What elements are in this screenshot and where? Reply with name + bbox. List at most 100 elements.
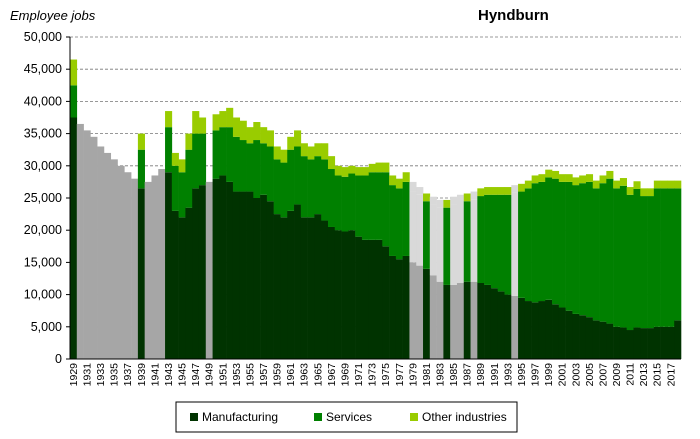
bar-services bbox=[273, 159, 281, 215]
bar-services bbox=[477, 196, 485, 284]
x-tick-label: 1989 bbox=[475, 363, 487, 387]
bar-services bbox=[355, 175, 363, 237]
x-tick-label: 1967 bbox=[326, 363, 338, 387]
bar-services bbox=[185, 149, 193, 208]
bar-other-industries bbox=[307, 146, 315, 160]
bar-manufacturing bbox=[497, 291, 505, 359]
bar-services bbox=[585, 181, 594, 318]
bar-manufacturing bbox=[314, 214, 322, 359]
bar-services bbox=[667, 188, 675, 327]
legend: Manufacturing Services Other industries bbox=[175, 401, 518, 433]
bar-other-industries bbox=[300, 143, 308, 157]
bar-manufacturing bbox=[178, 217, 186, 359]
x-tick-label: 2003 bbox=[570, 363, 582, 387]
bar-other-industries bbox=[463, 193, 471, 202]
x-tick-label: 2005 bbox=[584, 363, 596, 387]
bar-services bbox=[253, 140, 261, 198]
bar-manufacturing bbox=[416, 265, 424, 359]
bar-other-industries bbox=[565, 174, 573, 182]
x-tick-label: 2011 bbox=[625, 363, 637, 386]
bar-other-industries bbox=[327, 156, 336, 170]
bar-manufacturing bbox=[300, 217, 308, 359]
bar-other-industries bbox=[456, 194, 465, 203]
x-tick-label: 1999 bbox=[543, 363, 555, 387]
bar-other-industries bbox=[219, 111, 227, 128]
bar-manufacturing bbox=[511, 295, 519, 359]
bar-manufacturing bbox=[402, 255, 410, 359]
bar-manufacturing bbox=[653, 326, 661, 359]
x-tick-label: 1945 bbox=[177, 363, 189, 387]
x-tick-label: 1991 bbox=[489, 363, 501, 387]
bar-manufacturing bbox=[660, 326, 668, 359]
bar-manufacturing bbox=[253, 198, 261, 359]
bar-manufacturing bbox=[484, 284, 492, 359]
bar-manufacturing bbox=[558, 307, 566, 359]
bar-services bbox=[165, 127, 173, 173]
bar-manufacturing bbox=[307, 217, 315, 359]
bar-manufacturing bbox=[355, 236, 363, 359]
bar-services bbox=[171, 165, 179, 211]
y-tick-label: 10,000 bbox=[24, 288, 62, 302]
legend-swatch-services bbox=[314, 413, 322, 421]
bar-services bbox=[518, 191, 526, 298]
bar-manufacturing bbox=[409, 262, 417, 359]
legend-box bbox=[175, 401, 518, 433]
bar-other-industries bbox=[592, 180, 600, 189]
bar-manufacturing bbox=[219, 175, 227, 359]
bar-services bbox=[395, 188, 403, 260]
bar-other-industries bbox=[450, 196, 458, 205]
bar-services bbox=[137, 149, 145, 189]
bar-manufacturing bbox=[232, 191, 241, 359]
bar-manufacturing bbox=[545, 299, 553, 359]
bar-services bbox=[653, 188, 661, 327]
x-tick-label: 1953 bbox=[231, 363, 243, 387]
bar-other-industries bbox=[518, 183, 526, 192]
bar-manufacturing bbox=[246, 191, 254, 359]
bar-other-industries bbox=[599, 175, 607, 184]
x-tick-label: 1997 bbox=[530, 363, 542, 387]
bar-services bbox=[246, 143, 254, 192]
x-tick-label: 2009 bbox=[611, 363, 623, 387]
bar-services bbox=[443, 207, 451, 285]
bar-manufacturing bbox=[90, 136, 98, 359]
bar-manufacturing bbox=[477, 283, 485, 359]
bar-manufacturing bbox=[565, 310, 573, 359]
bar-other-industries bbox=[239, 120, 247, 141]
y-tick-label: 15,000 bbox=[24, 255, 62, 269]
y-axis-title: Employee jobs bbox=[10, 8, 96, 23]
bar-other-industries bbox=[294, 130, 302, 147]
x-tick-label: 1995 bbox=[516, 363, 528, 387]
bar-manufacturing bbox=[456, 283, 465, 359]
bar-other-industries bbox=[429, 196, 437, 205]
bar-manufacturing bbox=[124, 172, 132, 359]
bar-manufacturing bbox=[341, 231, 349, 359]
bar-manufacturing bbox=[599, 321, 607, 359]
bar-manufacturing bbox=[423, 268, 431, 359]
bar-other-industries bbox=[660, 180, 668, 189]
bar-manufacturing bbox=[334, 230, 342, 359]
bar-manufacturing bbox=[572, 313, 580, 359]
bar-manufacturing bbox=[266, 201, 274, 359]
bar-other-industries bbox=[260, 127, 268, 144]
bar-other-industries bbox=[674, 180, 682, 189]
bar-other-industries bbox=[647, 188, 655, 197]
bar-other-industries bbox=[178, 159, 186, 173]
bar-other-industries bbox=[579, 175, 587, 184]
bar-other-industries bbox=[538, 174, 546, 182]
x-tick-label: 1935 bbox=[109, 363, 121, 387]
bar-manufacturing bbox=[613, 326, 621, 359]
bar-services bbox=[280, 162, 288, 218]
y-tick-label: 20,000 bbox=[24, 223, 62, 237]
bar-services bbox=[198, 133, 207, 186]
bar-manufacturing bbox=[348, 230, 356, 359]
y-tick-label: 45,000 bbox=[24, 62, 62, 76]
bar-services bbox=[70, 85, 78, 118]
bar-services bbox=[511, 192, 519, 296]
bar-other-industries bbox=[504, 187, 512, 195]
bar-other-industries bbox=[137, 133, 145, 150]
y-axis-ticks: 0 5,000 10,000 15,000 20,000 25,000 30,000 35,0… bbox=[24, 30, 70, 366]
x-tick-label: 1963 bbox=[299, 363, 311, 387]
bar-services bbox=[674, 188, 682, 321]
bar-other-industries bbox=[423, 193, 431, 202]
bar-services bbox=[647, 196, 655, 329]
